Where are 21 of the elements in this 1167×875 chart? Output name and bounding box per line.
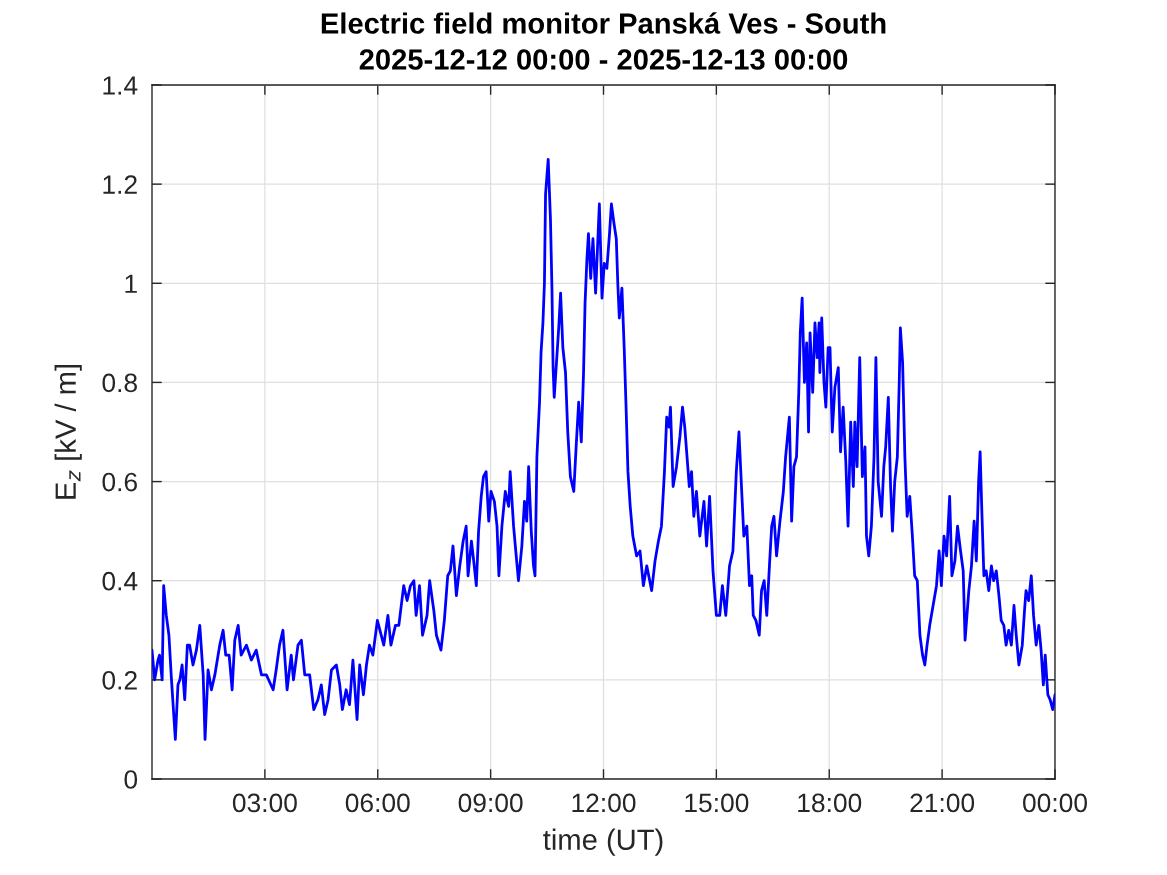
x-tick-label: 15:00 [685, 793, 749, 813]
x-tick-label: 00:00 [1023, 793, 1087, 813]
x-axis-title: time (UT) [543, 828, 663, 856]
line-series [152, 157, 1055, 741]
chart-title: Electric field monitor Panská Ves - South [321, 12, 886, 34]
x-tick-label: 21:00 [910, 793, 975, 813]
y-tick-label: 0.6 [102, 472, 137, 492]
x-tick-label: 09:00 [458, 793, 523, 813]
y-tick-label: 0 [124, 770, 138, 789]
y-tick-label: 1.2 [103, 175, 137, 194]
x-tick-label: 18:00 [798, 793, 862, 813]
chart-subtitle: 2025-12-12 00:00 - 2025-12-13 00:00 [359, 49, 848, 70]
y-tick-label: 1.4 [103, 76, 138, 95]
y-axis-title: E$_{z}$ [kV / m] [54, 365, 82, 499]
y-tick-label: 1 [125, 274, 137, 293]
x-tick-label: 06:00 [345, 793, 410, 813]
y-tick-label: 0.2 [102, 670, 137, 690]
x-tick-label: 03:00 [232, 793, 297, 813]
y-tick-label: 0.4 [102, 571, 138, 591]
x-tick-label: 12:00 [572, 793, 636, 813]
y-tick-label: 0.8 [102, 373, 137, 393]
